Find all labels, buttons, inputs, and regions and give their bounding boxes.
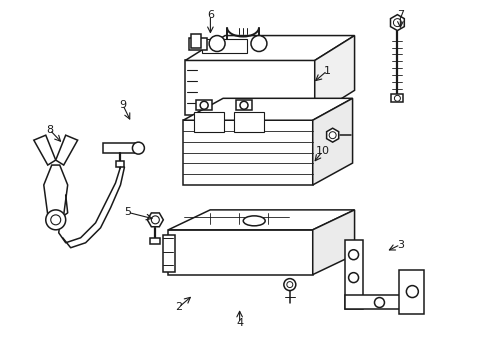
Text: 5: 5 [124, 207, 131, 217]
Polygon shape [183, 98, 352, 120]
Polygon shape [44, 165, 67, 215]
Polygon shape [312, 98, 352, 185]
Circle shape [393, 19, 401, 27]
Polygon shape [399, 270, 424, 315]
Bar [196, 100, 212, 110]
Circle shape [250, 36, 266, 51]
Circle shape [209, 36, 224, 51]
Circle shape [200, 101, 208, 109]
Polygon shape [312, 210, 354, 275]
Polygon shape [163, 235, 175, 272]
Circle shape [374, 298, 384, 307]
Polygon shape [168, 230, 312, 275]
Text: 6: 6 [206, 10, 213, 20]
Polygon shape [185, 60, 314, 115]
Circle shape [151, 216, 159, 224]
Polygon shape [34, 135, 56, 165]
Circle shape [132, 142, 144, 154]
Circle shape [283, 279, 295, 291]
Polygon shape [344, 294, 408, 310]
Polygon shape [202, 39, 246, 54]
Circle shape [46, 210, 65, 230]
Text: 1: 1 [323, 66, 330, 76]
Ellipse shape [243, 216, 264, 226]
Bar [116, 161, 124, 167]
Circle shape [406, 285, 417, 298]
Circle shape [51, 215, 61, 225]
Polygon shape [183, 120, 312, 185]
Circle shape [328, 132, 335, 139]
Text: 8: 8 [46, 125, 53, 135]
Text: 3: 3 [396, 239, 403, 249]
Text: 7: 7 [396, 10, 403, 20]
Circle shape [394, 95, 400, 101]
Polygon shape [168, 210, 354, 230]
Polygon shape [390, 15, 404, 31]
Circle shape [286, 282, 292, 288]
Circle shape [240, 101, 247, 109]
Bar [234, 112, 264, 132]
Polygon shape [185, 36, 354, 60]
Bar [102, 143, 140, 153]
Text: 4: 4 [236, 319, 243, 328]
Bar [390, 94, 403, 102]
Bar [150, 238, 160, 244]
Polygon shape [344, 240, 362, 310]
Bar [191, 33, 201, 48]
Polygon shape [56, 135, 78, 165]
Circle shape [348, 250, 358, 260]
Polygon shape [147, 213, 163, 227]
Text: 9: 9 [119, 100, 126, 110]
Polygon shape [326, 128, 338, 142]
Bar [236, 100, 251, 110]
Text: 2: 2 [175, 302, 182, 312]
Polygon shape [314, 36, 354, 115]
Circle shape [348, 273, 358, 283]
Bar [194, 112, 224, 132]
Text: 10: 10 [315, 146, 329, 156]
Bar [189, 37, 207, 50]
